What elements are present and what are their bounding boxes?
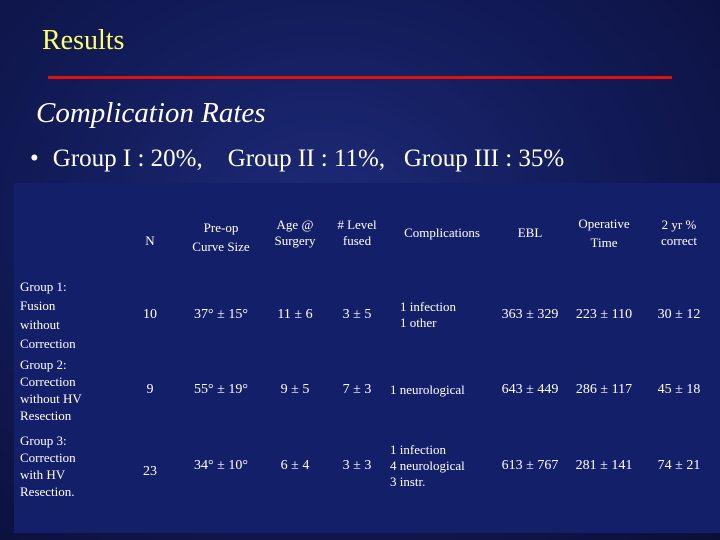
cell-correct: 45 ± 18	[657, 382, 701, 397]
cell-curve: 37° ± 15°	[194, 307, 248, 322]
cell-levels: 3 ± 5	[342, 307, 372, 322]
cell-ebl: 643 ± 449	[501, 382, 559, 397]
header-cell-curve-size: Pre-op Curve Size	[192, 220, 250, 254]
cell-n: 10	[143, 307, 157, 322]
bullet-text: Group I : 20%, Group II : 11%, Group III…	[52, 145, 565, 172]
section-subtitle: Complication Rates	[36, 97, 266, 129]
header-cell-correction: 2 yr % correct	[660, 217, 698, 248]
cell-n: 9	[146, 382, 154, 397]
table-row: Group 2: Correction without HV Resection…	[14, 354, 712, 426]
bullet-icon: •	[30, 145, 39, 172]
cell-time: 286 ± 117	[575, 382, 633, 397]
cell-complications: 1 infection 4 neurological 3 instr.	[390, 442, 465, 489]
cell-levels: 7 ± 3	[342, 382, 372, 397]
header-cell-ebl: EBL	[517, 225, 543, 240]
cell-age: 11 ± 6	[277, 307, 313, 322]
cell-age: 6 ± 4	[280, 458, 310, 473]
cell-correct: 74 ± 21	[657, 458, 701, 473]
cell-ebl: 363 ± 329	[501, 307, 559, 322]
slide-title: Results	[42, 25, 125, 56]
group-label: Group 3: Correction with HV Resection.	[20, 433, 76, 499]
cell-age: 9 ± 5	[280, 382, 310, 397]
cell-ebl: 613 ± 767	[501, 458, 559, 473]
results-table: N Pre-op Curve Size Age @ Surgery # Leve…	[14, 190, 712, 506]
header-cell-levels: # Level fused	[337, 217, 377, 248]
cell-levels: 3 ± 3	[342, 458, 372, 473]
header-cell-complications: Complications	[404, 225, 480, 240]
group-label: Group 1: Fusion without Correction	[20, 279, 76, 351]
header-cell-group	[14, 190, 120, 276]
table-header-row: N Pre-op Curve Size Age @ Surgery # Leve…	[14, 190, 712, 276]
table-row: Group 3: Correction with HV Resection. 2…	[14, 426, 712, 506]
table-background	[14, 183, 720, 533]
cell-complications: 1 neurological	[390, 382, 465, 397]
group-label: Group 2: Correction without HV Resection	[20, 357, 82, 423]
header-cell-operative-time: Operative Time	[578, 216, 630, 250]
cell-time: 223 ± 110	[575, 307, 633, 322]
cell-time: 281 ± 141	[575, 458, 633, 473]
cell-curve: 34° ± 10°	[194, 458, 248, 473]
header-cell-age: Age @ Surgery	[274, 217, 316, 248]
table-row: Group 1: Fusion without Correction 10 37…	[14, 276, 712, 354]
complication-rate-bullet: • Group I : 20%, Group II : 11%, Group II…	[30, 143, 564, 175]
title-divider	[48, 76, 672, 79]
cell-curve: 55° ± 19°	[194, 382, 248, 397]
cell-correct: 30 ± 12	[657, 307, 701, 322]
cell-complications: 1 infection 1 other	[400, 299, 456, 330]
cell-n: 23	[143, 464, 157, 479]
header-cell-n: N	[145, 233, 155, 248]
